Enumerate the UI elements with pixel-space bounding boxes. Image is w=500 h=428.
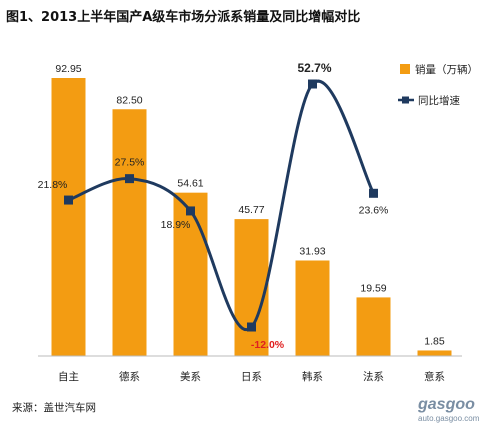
growth-marker [369,188,378,198]
bar-日系 [234,219,269,356]
legend-label-growth: 同比增速 [418,94,460,107]
x-tick-label: 日系 [241,371,262,383]
bar-layer [51,78,452,356]
bar-value-label: 1.85 [424,335,445,347]
bar-韩系 [295,260,330,356]
growth-marker [125,174,134,184]
bar-美系 [173,192,208,356]
x-tick-label: 韩系 [302,370,323,383]
bar-自主 [51,78,86,356]
growth-marker [247,322,256,332]
watermark-url: auto.gasgoo.com [418,414,480,423]
chart-title: 图1、2013上半年国产A级车市场分派系销量及同比增幅对比 [6,9,360,25]
growth-marker [186,206,195,216]
watermark-logo: gasgoo [417,396,475,413]
x-tick-label: 美系 [180,370,201,383]
bar-德系 [112,109,147,356]
legend-label-sales: 销量（万辆） [415,63,478,76]
legend: 销量（万辆） 同比增速 [398,63,478,107]
bar-value-label: 92.95 [55,63,81,75]
x-tick-label: 自主 [58,370,79,383]
bar-value-labels: 92.95 82.50 54.61 45.77 31.93 19.59 1.85 [55,63,445,347]
source-note: 来源：盖世汽车网 [12,401,96,414]
growth-value-label: 23.6% [359,204,389,216]
growth-marker [64,195,73,205]
bar-value-label: 31.93 [299,246,325,258]
growth-value-label: 27.5% [115,157,145,169]
bar-意系 [417,350,452,356]
growth-value-label: 52.7% [297,61,331,75]
bar-value-label: 19.59 [360,282,386,294]
line-layer [64,79,378,332]
x-tick-label: 法系 [363,370,384,383]
growth-marker [308,79,317,89]
bar-法系 [356,297,391,356]
growth-value-labels: 21.8% 27.5% 18.9% -12.0% 52.7% 23.6% [38,61,389,351]
x-tick-label: 德系 [119,370,140,383]
growth-value-label: 21.8% [38,179,68,191]
watermark: gasgoo auto.gasgoo.com [417,396,480,423]
x-tick-label: 意系 [424,370,445,383]
x-tick-labels: 自主 德系 美系 日系 韩系 法系 意系 [58,370,445,383]
growth-value-label: 18.9% [161,219,191,231]
bar-value-label: 54.61 [177,178,203,190]
legend-swatch-sales [400,64,410,74]
bar-value-label: 45.77 [238,204,264,216]
legend-marker-growth [402,96,409,104]
growth-value-label: -12.0% [251,339,285,351]
bar-value-label: 82.50 [116,94,142,106]
